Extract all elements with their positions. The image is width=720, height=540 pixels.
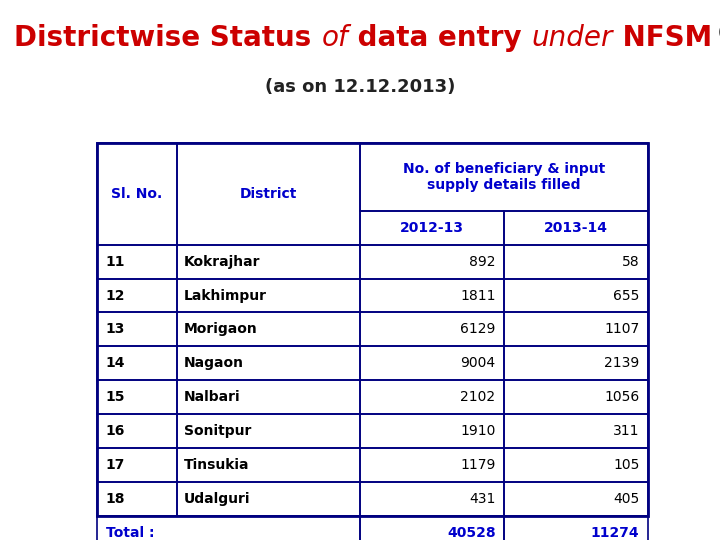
Text: 15: 15 xyxy=(106,390,125,404)
Text: 105: 105 xyxy=(613,458,639,472)
Bar xyxy=(97,245,177,279)
Text: under: under xyxy=(531,24,613,52)
Text: Districtwise Status: Districtwise Status xyxy=(14,24,321,52)
Text: Kokrajhar: Kokrajhar xyxy=(184,255,261,269)
Bar xyxy=(97,380,177,414)
Bar xyxy=(97,143,177,245)
Text: Nagaon: Nagaon xyxy=(184,356,244,370)
Bar xyxy=(97,448,177,482)
Bar xyxy=(504,211,648,245)
Text: NFSM: NFSM xyxy=(613,24,712,52)
Bar xyxy=(97,346,177,380)
Text: 2139: 2139 xyxy=(604,356,639,370)
Text: 11: 11 xyxy=(106,255,125,269)
Bar xyxy=(504,448,648,482)
Bar xyxy=(177,313,361,346)
Text: 311: 311 xyxy=(613,424,639,438)
Text: 1811: 1811 xyxy=(460,288,495,302)
Text: 14: 14 xyxy=(106,356,125,370)
Text: Lakhimpur: Lakhimpur xyxy=(184,288,267,302)
Text: 40528: 40528 xyxy=(447,525,495,539)
Text: Sonitpur: Sonitpur xyxy=(184,424,251,438)
Bar xyxy=(177,279,361,313)
Bar xyxy=(504,516,648,540)
Bar xyxy=(361,482,504,516)
Text: 1107: 1107 xyxy=(604,322,639,336)
Bar xyxy=(361,414,504,448)
Text: District: District xyxy=(240,187,297,201)
Bar xyxy=(504,482,648,516)
Bar xyxy=(177,143,361,245)
Bar xyxy=(361,380,504,414)
Text: 18: 18 xyxy=(106,492,125,506)
Bar xyxy=(177,482,361,516)
Text: (Rice & Pulse): (Rice & Pulse) xyxy=(712,24,720,42)
Text: 431: 431 xyxy=(469,492,495,506)
Text: 2102: 2102 xyxy=(460,390,495,404)
Bar xyxy=(177,346,361,380)
Bar xyxy=(97,414,177,448)
Text: Morigaon: Morigaon xyxy=(184,322,258,336)
Bar xyxy=(361,516,504,540)
Bar xyxy=(97,482,177,516)
Text: No. of beneficiary & input
supply details filled: No. of beneficiary & input supply detail… xyxy=(403,162,606,192)
Text: 655: 655 xyxy=(613,288,639,302)
Text: 9004: 9004 xyxy=(460,356,495,370)
Bar xyxy=(177,245,361,279)
Bar xyxy=(504,380,648,414)
Bar xyxy=(504,346,648,380)
Text: 2013-14: 2013-14 xyxy=(544,221,608,235)
Bar xyxy=(97,313,177,346)
Text: 1056: 1056 xyxy=(604,390,639,404)
Bar xyxy=(361,279,504,313)
Text: 6129: 6129 xyxy=(460,322,495,336)
Text: 16: 16 xyxy=(106,424,125,438)
Bar xyxy=(504,245,648,279)
Text: 12: 12 xyxy=(106,288,125,302)
Text: 1179: 1179 xyxy=(460,458,495,472)
Bar xyxy=(97,143,648,516)
Text: Udalguri: Udalguri xyxy=(184,492,251,506)
Bar xyxy=(177,414,361,448)
Bar xyxy=(97,516,361,540)
Bar xyxy=(361,313,504,346)
Bar xyxy=(361,143,648,211)
Text: 13: 13 xyxy=(106,322,125,336)
Text: Tinsukia: Tinsukia xyxy=(184,458,249,472)
Text: 11274: 11274 xyxy=(590,525,639,539)
Bar xyxy=(504,313,648,346)
Text: 892: 892 xyxy=(469,255,495,269)
Bar xyxy=(361,211,504,245)
Text: Nalbari: Nalbari xyxy=(184,390,240,404)
Bar xyxy=(361,448,504,482)
Text: data entry: data entry xyxy=(348,24,531,52)
Bar xyxy=(177,380,361,414)
Text: Sl. No.: Sl. No. xyxy=(112,187,163,201)
Text: Total :: Total : xyxy=(106,525,154,539)
Text: 17: 17 xyxy=(106,458,125,472)
Bar xyxy=(361,346,504,380)
Bar xyxy=(361,245,504,279)
Bar xyxy=(97,279,177,313)
Text: of: of xyxy=(321,24,348,52)
Bar xyxy=(504,414,648,448)
Bar xyxy=(177,448,361,482)
Text: 2012-13: 2012-13 xyxy=(400,221,464,235)
Text: 405: 405 xyxy=(613,492,639,506)
Bar xyxy=(504,279,648,313)
Text: 1910: 1910 xyxy=(460,424,495,438)
Text: 58: 58 xyxy=(622,255,639,269)
Text: (as on 12.12.2013): (as on 12.12.2013) xyxy=(265,78,455,96)
